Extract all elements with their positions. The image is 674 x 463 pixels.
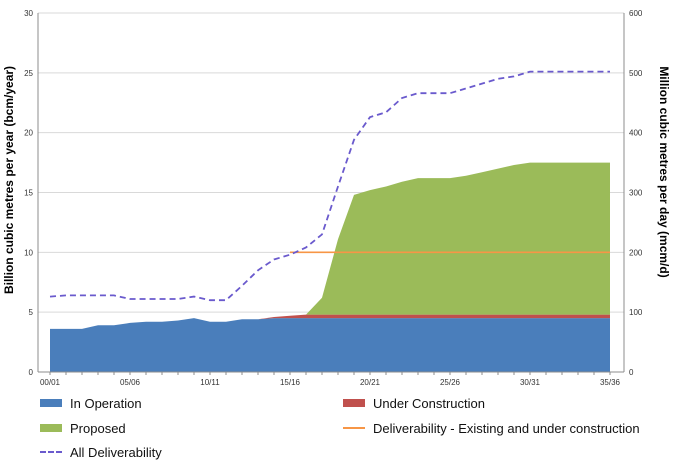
y-tick-label-25: 25	[24, 69, 33, 78]
y-tick-label-30: 30	[24, 9, 33, 18]
legend-label-under-construction: Under Construction	[373, 395, 485, 411]
y-axis-right-ticks: 0 100 200 300 400 500 600	[629, 9, 643, 377]
legend-item-deliverability-existing: Deliverability - Existing and under cons…	[343, 418, 640, 438]
y-tick-label-15: 15	[24, 189, 33, 198]
legend-line-all-deliverability	[40, 451, 62, 453]
axes	[37, 13, 625, 373]
legend-item-in-operation: In Operation	[40, 393, 142, 413]
x-tick-label-20-21: 20/21	[360, 378, 381, 385]
area-under-construction	[50, 314, 610, 329]
y-tick-label-10: 10	[24, 248, 33, 257]
chart: 0 5 10 15 20 25 30 0 100 200 300 400 500 600 00/01 05…	[2, 9, 671, 385]
legend-item-proposed: Proposed	[40, 418, 126, 438]
legend-swatch-proposed	[40, 424, 62, 432]
y2-tick-label-0: 0	[629, 368, 634, 377]
legend-item-all-deliverability: All Deliverability	[40, 442, 162, 462]
y-axis-left-ticks: 0 5 10 15 20 25 30	[24, 9, 33, 377]
x-tick-label-30-31: 30/31	[520, 378, 541, 385]
x-tick-label-35-36: 35/36	[600, 378, 621, 385]
x-tick-label-10-11: 10/11	[200, 378, 220, 385]
legend-label-proposed: Proposed	[70, 420, 126, 436]
x-tick-label-25-26: 25/26	[440, 378, 461, 385]
y-tick-label-0: 0	[29, 368, 34, 377]
legend-label-all-deliverability: All Deliverability	[70, 444, 162, 460]
y2-tick-label-500: 500	[629, 69, 643, 78]
y2-tick-label-400: 400	[629, 129, 643, 138]
y2-tick-label-200: 200	[629, 248, 643, 257]
line-all-deliverability	[49, 70, 610, 302]
legend-label-deliverability-existing: Deliverability - Existing and under cons…	[373, 420, 640, 436]
legend: In Operation Under Construction Proposed…	[0, 388, 674, 463]
area-proposed	[50, 162, 610, 329]
y-tick-label-5: 5	[29, 308, 34, 317]
legend-swatch-in-operation	[40, 399, 62, 407]
y-axis-right-title: Million cubic metres per day (mcm/d)	[657, 66, 671, 277]
x-tick-label-15-16: 15/16	[280, 378, 301, 385]
y-tick-label-20: 20	[24, 129, 33, 138]
legend-swatch-under-construction	[343, 399, 365, 407]
y-axis-left-title: Billion cubic metres per year (bcm/year)	[2, 66, 16, 294]
x-tick-label-00-01: 00/01	[40, 378, 61, 385]
y2-tick-label-300: 300	[629, 189, 643, 198]
y2-tick-label-100: 100	[629, 308, 643, 317]
x-tick-label-05-06: 05/06	[120, 378, 141, 385]
y2-tick-label-600: 600	[629, 9, 643, 18]
legend-label-in-operation: In Operation	[70, 395, 142, 411]
x-axis-ticks: 00/01 05/06 10/11 15/16 20/21 25/26 30/31 35/36	[40, 372, 621, 385]
series-areas	[50, 162, 610, 372]
legend-item-under-construction: Under Construction	[343, 393, 485, 413]
series-lines	[49, 70, 610, 302]
area-in-operation	[50, 318, 610, 372]
legend-line-deliverability-existing	[343, 427, 365, 429]
